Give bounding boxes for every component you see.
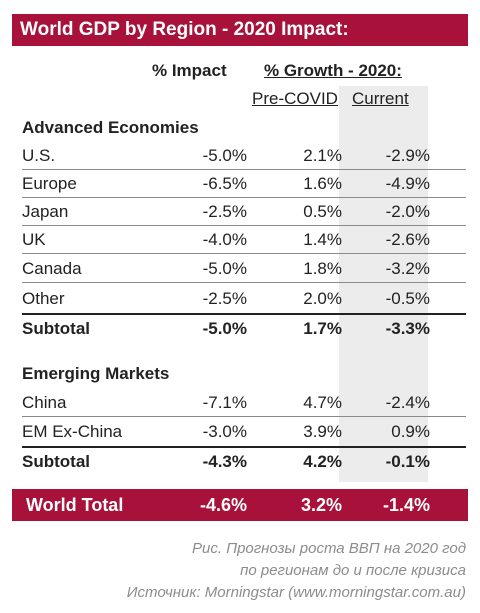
pre-covid-value: 4.7% — [303, 393, 342, 412]
table-row: China -7.1% 4.7% -2.4% — [22, 390, 466, 417]
impact-value: -7.1% — [202, 393, 247, 412]
current-value: -2.9% — [385, 146, 430, 165]
current-value: -0.1% — [385, 452, 430, 471]
row-label: UK — [22, 230, 46, 249]
current-value: -3.2% — [385, 259, 430, 278]
pre-covid-value: 1.6% — [303, 174, 342, 193]
table-row: Other -2.5% 2.0% -0.5% — [22, 286, 466, 312]
impact-value: -2.5% — [202, 202, 247, 221]
row-label: Other — [22, 289, 65, 308]
caption-line-1: Рис. Прогнозы роста ВВП на 2020 год — [192, 540, 466, 557]
impact-value: -5.0% — [202, 146, 247, 165]
pre-covid-value: 0.5% — [303, 202, 342, 221]
table-row: Europe -6.5% 1.6% -4.9% — [22, 171, 466, 198]
row-label: Subtotal — [22, 319, 90, 338]
header-current: Current — [352, 89, 409, 108]
pre-covid-value: 1.7% — [303, 319, 342, 338]
pre-covid-value: 3.9% — [303, 422, 342, 441]
pre-covid-value: 1.4% — [303, 230, 342, 249]
current-value: -2.6% — [385, 230, 430, 249]
row-label: Canada — [22, 259, 82, 278]
current-value: -4.9% — [385, 174, 430, 193]
current-value: -1.4% — [382, 495, 430, 515]
row-label: EM Ex-China — [22, 422, 123, 441]
subtotal-row: Subtotal -4.3% 4.2% -0.1% — [22, 449, 466, 475]
table-row: UK -4.0% 1.4% -2.6% — [22, 227, 466, 254]
table-title: World GDP by Region - 2020 Impact: — [12, 14, 468, 46]
row-label: Europe — [22, 174, 77, 193]
pre-covid-value: 3.2% — [300, 495, 342, 515]
subtotal-rule — [22, 313, 466, 315]
table-row: EM Ex-China -3.0% 3.9% 0.9% — [22, 419, 466, 445]
caption-line-2: по регионам до и после кризиса — [240, 562, 466, 579]
header-pre-covid: Pre-COVID — [252, 89, 338, 108]
pre-covid-value: 2.1% — [303, 146, 342, 165]
table-row: Japan -2.5% 0.5% -2.0% — [22, 199, 466, 226]
pre-covid-value: 2.0% — [303, 289, 342, 308]
table-row: U.S. -5.0% 2.1% -2.9% — [22, 143, 466, 170]
row-label: World Total — [26, 495, 124, 515]
impact-value: -4.0% — [202, 230, 247, 249]
current-value: -0.5% — [385, 289, 430, 308]
impact-value: -5.0% — [202, 259, 247, 278]
current-value: -3.3% — [385, 319, 430, 338]
impact-value: -2.5% — [202, 289, 247, 308]
caption-source: Источник: Morningstar (www.morningstar.c… — [126, 584, 466, 601]
pre-covid-value: 4.2% — [303, 452, 342, 471]
world-total-row: World Total -4.6% 3.2% -1.4% — [12, 489, 468, 521]
impact-value: -5.0% — [202, 319, 247, 338]
row-label: U.S. — [22, 146, 56, 165]
table-row: Canada -5.0% 1.8% -3.2% — [22, 256, 466, 283]
header-growth: % Growth - 2020: — [264, 61, 402, 80]
header-impact: % Impact — [152, 61, 227, 80]
impact-value: -3.0% — [202, 422, 247, 441]
current-value: -2.4% — [385, 393, 430, 412]
pre-covid-value: 1.8% — [303, 259, 342, 278]
subtotal-row: Subtotal -5.0% 1.7% -3.3% — [22, 316, 466, 342]
row-label: Subtotal — [22, 452, 90, 471]
current-value: 0.9% — [391, 422, 430, 441]
current-value: -2.0% — [385, 202, 430, 221]
impact-value: -4.6% — [199, 495, 247, 515]
section-advanced-economies: Advanced Economies — [22, 118, 199, 137]
impact-value: -4.3% — [202, 452, 247, 471]
impact-value: -6.5% — [202, 174, 247, 193]
subtotal-rule — [22, 446, 466, 448]
row-label: Japan — [22, 202, 69, 221]
section-emerging-markets: Emerging Markets — [22, 364, 170, 383]
row-label: China — [22, 393, 67, 412]
